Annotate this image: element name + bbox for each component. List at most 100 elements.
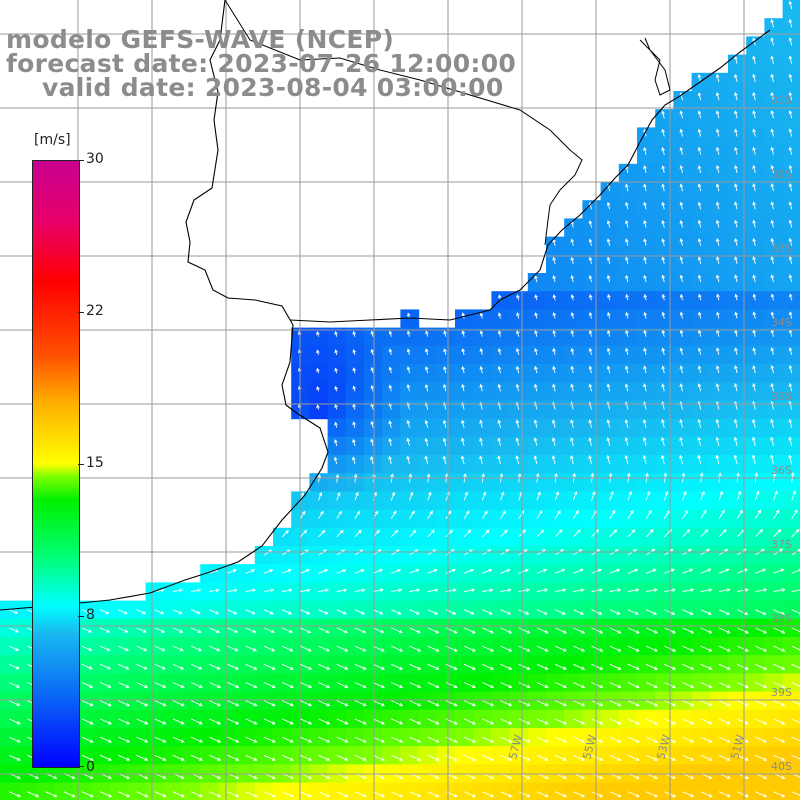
wind-cell: [782, 582, 800, 602]
wind-arrow: [773, 700, 786, 707]
wind-arrow: [554, 736, 567, 743]
wind-arrow: [625, 347, 629, 356]
wind-cell: [782, 127, 800, 147]
wind-arrow: [773, 791, 786, 798]
wind-arrow: [190, 682, 203, 689]
wind-arrow: [388, 348, 393, 356]
wind-cell: [473, 782, 492, 800]
wind-arrow: [773, 736, 786, 743]
wind-arrow: [8, 682, 21, 688]
wind-cell: [345, 327, 365, 347]
wind-arrow: [770, 73, 775, 83]
wind-arrow: [715, 201, 720, 210]
wind-arrow: [536, 663, 549, 670]
wind-cell: [473, 509, 492, 529]
wind-arrow: [752, 293, 757, 301]
wind-cell: [691, 291, 711, 310]
wind-arrow: [697, 383, 702, 392]
wind-cell: [546, 455, 565, 474]
wind-cell: [582, 309, 602, 329]
wind-cell: [491, 491, 511, 511]
wind-cell: [673, 236, 693, 256]
wind-arrow: [679, 383, 684, 392]
wind-cell: [382, 400, 401, 420]
wind-arrow: [773, 490, 778, 501]
wind-arrow: [591, 588, 603, 592]
wind-arrow: [482, 663, 495, 670]
wind-cell: [418, 782, 438, 800]
wind-arrow: [752, 128, 756, 137]
wind-cell: [728, 254, 747, 274]
wind-arrow: [461, 437, 465, 447]
wind-arrow: [645, 736, 658, 743]
wind-arrow: [788, 0, 793, 10]
wind-arrow: [573, 736, 586, 743]
wind-arrow: [788, 311, 793, 319]
wind-arrow: [8, 736, 21, 743]
wind-arrow: [209, 736, 222, 743]
wind-arrow: [190, 791, 203, 798]
wind-cell: [600, 254, 620, 274]
wind-arrow: [461, 365, 465, 374]
wind-arrow: [679, 293, 684, 301]
wind-arrow: [752, 91, 756, 101]
wind-arrow: [734, 365, 738, 374]
wind-cell: [782, 0, 800, 19]
wind-cell: [637, 218, 656, 238]
wind-arrow: [627, 736, 640, 743]
wind-arrow: [573, 718, 586, 725]
wind-cell: [655, 327, 674, 347]
wind-arrow: [500, 682, 513, 689]
wind-cell: [418, 327, 438, 347]
wind-cell: [764, 182, 784, 201]
wind-cell: [491, 418, 511, 438]
wind-cell: [546, 782, 565, 800]
wind-arrow: [755, 609, 767, 616]
wind-cell: [473, 418, 492, 438]
wind-arrow: [518, 736, 531, 743]
wind-cell: [782, 400, 800, 420]
wind-arrow: [791, 490, 796, 501]
wind-arrow: [336, 754, 349, 761]
wind-arrow: [118, 627, 129, 633]
wind-arrow: [697, 311, 702, 319]
wind-arrow: [263, 754, 276, 761]
wind-cell: [582, 436, 602, 456]
wind-arrow: [533, 383, 538, 392]
wind-cell: [709, 455, 729, 474]
wind-arrow: [391, 568, 402, 574]
wind-arrow: [482, 700, 495, 707]
wind-cell: [364, 345, 383, 365]
wind-arrow: [300, 736, 313, 743]
wind-cell: [509, 491, 529, 511]
wind-cell: [527, 509, 547, 529]
wind-cell: [691, 473, 711, 492]
wind-arrow: [482, 588, 494, 592]
wind-arrow: [718, 490, 724, 501]
wind-cell: [673, 145, 693, 165]
wind-arrow: [190, 627, 202, 633]
wind-cell: [582, 509, 602, 529]
wind-arrow: [334, 421, 338, 428]
wind-cell: [436, 345, 456, 365]
wind-arrow: [154, 627, 166, 633]
wind-arrow: [752, 365, 756, 374]
wind-arrow: [372, 718, 385, 725]
wind-arrow: [718, 609, 731, 616]
wind-arrow: [281, 700, 294, 707]
wind-cell: [364, 491, 383, 511]
wind-cell: [345, 491, 365, 511]
wind-cell: [655, 109, 674, 128]
wind-arrow: [679, 256, 684, 265]
wind-cell: [782, 728, 800, 747]
wind-arrow: [734, 183, 738, 192]
wind-arrow: [370, 366, 375, 374]
wind-arrow: [190, 700, 203, 707]
wind-arrow: [773, 754, 786, 761]
wind-cell: [764, 345, 784, 365]
wind-cell: [582, 364, 602, 383]
wind-arrow: [736, 718, 749, 725]
wind-cell: [637, 327, 656, 347]
wind-arrow: [625, 256, 629, 265]
wind-cell: [728, 382, 747, 401]
